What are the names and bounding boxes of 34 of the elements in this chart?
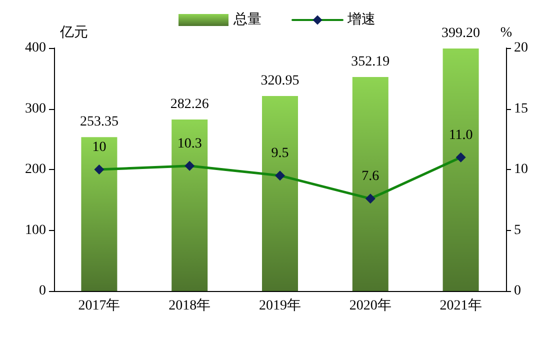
x-tick-label: 2017年 [78,298,120,314]
data-label: 352.19 [351,54,390,70]
y2-axis-title: % [500,26,512,40]
y-tick-label: 0 [39,284,46,298]
x-tick-label: 2021年 [440,298,482,314]
y-tick-label: 400 [25,40,46,56]
data-label: 399.20 [442,26,480,41]
bar [172,120,208,291]
x-tick-label: 2019年 [259,298,301,314]
y2-tick-label: 5 [514,222,521,238]
bar [81,137,118,291]
y2-tick-label: 10 [514,162,528,177]
bar [442,48,479,291]
x-tick-label: 2020年 [349,298,392,314]
bar [352,77,388,291]
y-axis-title: 亿元 [59,24,88,40]
y-tick-label: 300 [25,101,46,116]
y2-tick-label: 20 [514,40,528,56]
legend-label: 增速 [346,12,376,28]
y2-tick-label: 15 [514,101,528,116]
y-tick-label: 100 [25,222,46,238]
data-label: 282.26 [170,97,209,112]
bar [262,96,298,291]
data-label: 9.5 [271,146,289,162]
data-label: 320.95 [260,74,300,89]
legend-label: 总量 [232,12,262,28]
y-tick-label: 200 [25,162,46,177]
data-label: 7.6 [362,169,380,184]
data-label: 10.3 [177,136,202,152]
data-label: 11.0 [448,128,473,143]
y2-tick-label: 0 [514,284,521,298]
data-label: 10 [92,140,106,155]
data-label: 253.35 [80,114,118,130]
x-tick-label: 2018年 [168,298,211,314]
